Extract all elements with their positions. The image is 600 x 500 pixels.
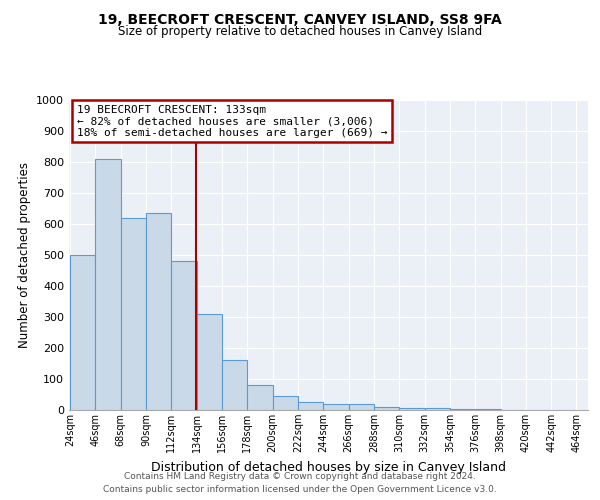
Bar <box>197 314 222 410</box>
Bar <box>349 404 374 410</box>
Bar <box>172 261 197 410</box>
Bar <box>399 408 425 410</box>
Bar <box>298 402 323 410</box>
Bar <box>222 360 247 410</box>
Text: Size of property relative to detached houses in Canvey Island: Size of property relative to detached ho… <box>118 25 482 38</box>
Text: Contains HM Land Registry data © Crown copyright and database right 2024.: Contains HM Land Registry data © Crown c… <box>124 472 476 481</box>
Bar <box>70 255 95 410</box>
Text: Contains public sector information licensed under the Open Government Licence v3: Contains public sector information licen… <box>103 485 497 494</box>
Bar <box>425 408 450 410</box>
Bar <box>95 159 121 410</box>
Bar <box>247 385 272 410</box>
Bar <box>323 404 349 410</box>
Y-axis label: Number of detached properties: Number of detached properties <box>17 162 31 348</box>
X-axis label: Distribution of detached houses by size in Canvey Island: Distribution of detached houses by size … <box>151 460 506 473</box>
Text: 19, BEECROFT CRESCENT, CANVEY ISLAND, SS8 9FA: 19, BEECROFT CRESCENT, CANVEY ISLAND, SS… <box>98 12 502 26</box>
Bar <box>450 409 475 410</box>
Bar <box>374 407 399 410</box>
Text: 19 BEECROFT CRESCENT: 133sqm
← 82% of detached houses are smaller (3,006)
18% of: 19 BEECROFT CRESCENT: 133sqm ← 82% of de… <box>77 104 387 138</box>
Bar <box>121 218 146 410</box>
Bar <box>272 396 298 410</box>
Bar <box>146 213 172 410</box>
